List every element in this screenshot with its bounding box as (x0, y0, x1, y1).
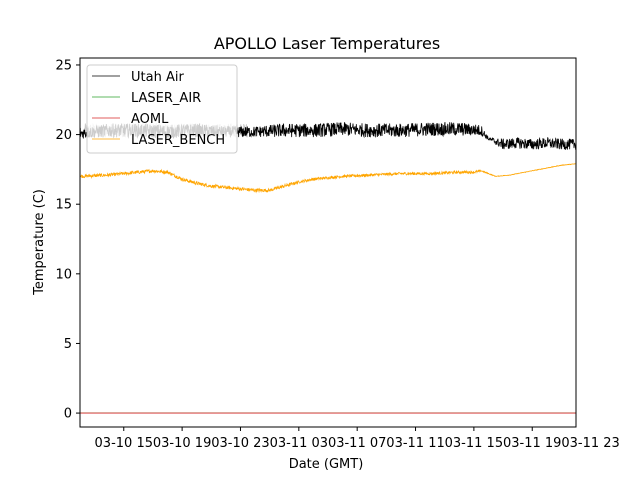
series-line-laser-bench (80, 163, 576, 194)
y-tick-label: 20 (55, 128, 72, 143)
plot-frame (79, 57, 577, 428)
y-tick-label: 10 (55, 267, 72, 282)
legend-label: Utah Air (131, 70, 184, 85)
y-tick-label: 0 (64, 407, 72, 422)
x-tick-label: 03-10 19 (153, 436, 211, 451)
legend: Utah Air LASER_AIR AOML LASER_BENCH (86, 64, 238, 154)
x-tick-label: 03-11 11 (386, 436, 444, 451)
series-layer (80, 122, 576, 414)
y-axis-label: Temperature (C) (32, 189, 47, 296)
y-tick-label: 15 (55, 198, 72, 213)
legend-label: AOML (131, 112, 169, 127)
x-axis-label: Date (GMT) (289, 457, 364, 472)
x-axis: 03-10 15 03-10 19 03-10 23 03-11 03 03-11 07… (95, 427, 620, 451)
x-tick-label: 03-11 07 (328, 436, 386, 451)
legend-label: LASER_BENCH (131, 133, 225, 148)
y-axis: 0 5 10 15 20 25 (55, 58, 80, 422)
y-tick-label: 5 (64, 337, 72, 352)
x-tick-label: 03-11 03 (270, 436, 328, 451)
y-tick-label: 25 (55, 58, 72, 73)
x-tick-label: 03-11 23 (561, 436, 619, 451)
x-tick-label: 03-10 23 (211, 436, 269, 451)
x-tick-label: 03-10 15 (95, 436, 153, 451)
legend-label: LASER_AIR (131, 91, 201, 106)
x-tick-label: 03-11 15 (445, 436, 503, 451)
chart-title: APOLLO Laser Temperatures (214, 34, 440, 53)
x-tick-label: 03-11 19 (503, 436, 561, 451)
legend-box (86, 64, 238, 154)
